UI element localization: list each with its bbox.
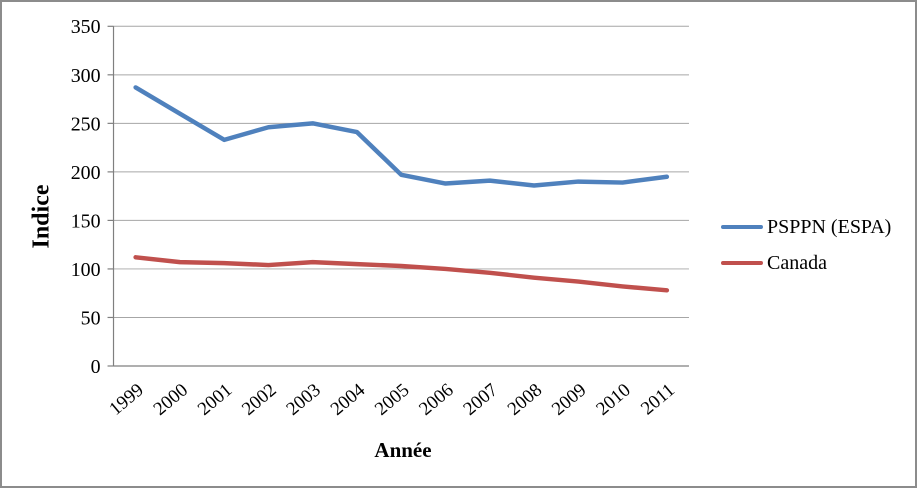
- y-tick-label: 200: [71, 162, 101, 184]
- x-tick-label: 1999: [105, 380, 147, 420]
- y-tick-label: 250: [71, 113, 101, 135]
- legend-item-canada: Canada: [721, 245, 891, 281]
- legend-marker-line-red: [721, 260, 763, 266]
- x-tick-label: 2003: [282, 380, 324, 420]
- x-tick-label: 2000: [150, 380, 192, 420]
- legend-label-canada: Canada: [767, 251, 827, 274]
- y-tick-label: 0: [91, 356, 101, 378]
- x-tick-label: 2010: [592, 380, 634, 420]
- legend-item-psppn: PSPPN (ESPA): [721, 209, 891, 245]
- chart-legend: PSPPN (ESPA) Canada: [721, 209, 891, 281]
- x-tick-label: 2011: [637, 380, 679, 420]
- x-tick-label: 2006: [415, 380, 457, 420]
- x-tick-label: 2002: [238, 380, 280, 420]
- y-tick-label: 350: [71, 16, 101, 38]
- series-line-psppn-espa: [133, 85, 670, 188]
- y-tick-label: 100: [71, 259, 101, 281]
- x-tick-label: 2001: [194, 380, 236, 420]
- x-axis-title: Année: [374, 438, 432, 462]
- series-line-canada: [133, 255, 670, 293]
- x-tick-label: 2008: [504, 380, 546, 420]
- y-tick-label: 150: [71, 210, 101, 232]
- x-tick-label: 2005: [371, 380, 413, 420]
- y-axis-title: Indice: [28, 184, 55, 249]
- legend-label-psppn: PSPPN (ESPA): [767, 215, 892, 238]
- x-tick-label: 2004: [327, 379, 370, 420]
- x-tick-label: 2009: [548, 380, 590, 420]
- y-tick-label: 300: [71, 65, 101, 87]
- legend-marker-line-blue: [721, 224, 763, 230]
- x-tick-label: 2007: [459, 380, 501, 420]
- y-tick-label: 50: [81, 307, 101, 329]
